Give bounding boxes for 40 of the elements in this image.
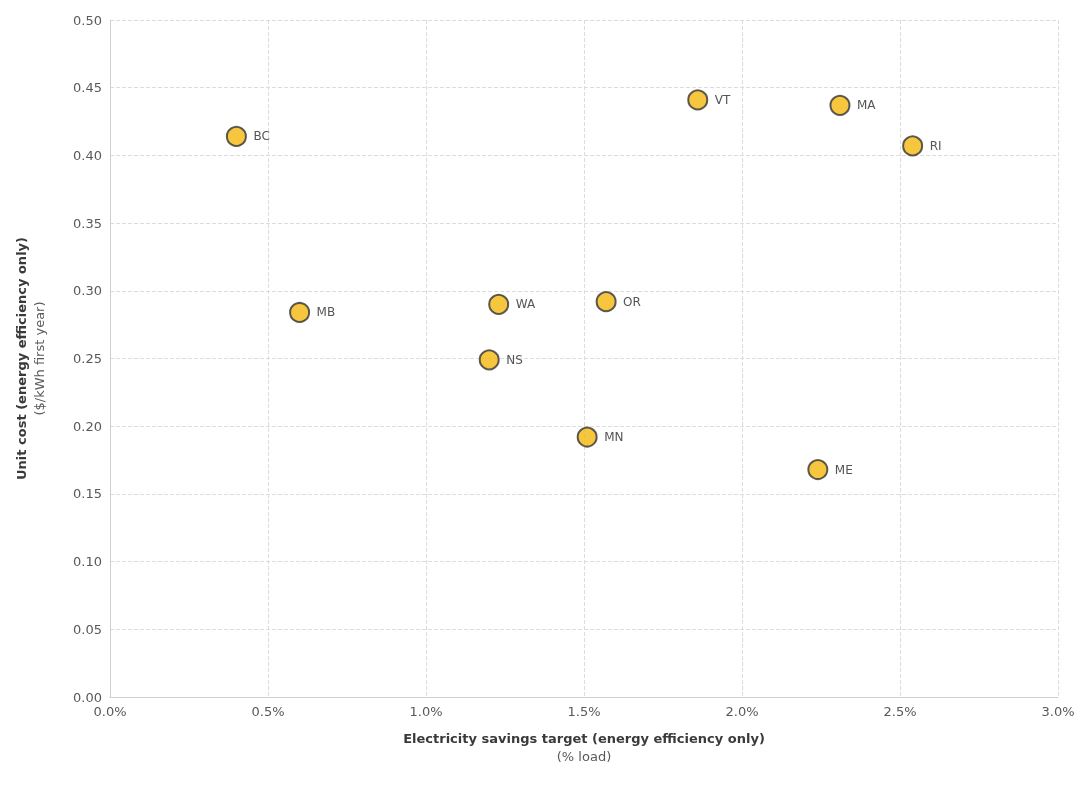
x-tick-label: 2.5% <box>883 704 917 719</box>
x-tick-label: 3.0% <box>1041 704 1075 719</box>
x-tick-label: 0.5% <box>251 704 285 719</box>
annotation: BC <box>253 129 270 144</box>
x-tick-label: 1.5% <box>567 704 601 719</box>
y-axis-title: Unit cost (energy efficiency only) ($/kWh first year) <box>13 237 47 480</box>
annotation: WA <box>515 297 536 312</box>
y-tick-label: 0.00 <box>73 689 102 705</box>
y-tick-label: 0.25 <box>73 351 102 366</box>
point <box>225 125 247 147</box>
point <box>687 89 709 111</box>
x-axis-title: Electricity savings target (energy efficiency only) (% load) <box>403 730 765 764</box>
y-tick-label: 0.50 <box>73 12 102 28</box>
point <box>595 291 617 313</box>
x-tick-label: 1.0% <box>409 704 443 719</box>
annotation: ME <box>834 462 853 477</box>
annotation: MB <box>316 305 336 320</box>
annotation: MN <box>604 430 624 445</box>
x-tick-label: 0.0% <box>93 704 127 719</box>
point <box>289 301 311 323</box>
point <box>478 349 500 371</box>
y-tick-label: 0.05 <box>73 621 102 637</box>
y-tick-label: 0.45 <box>73 80 102 96</box>
annotation: NS <box>506 352 523 367</box>
y-tick-label: 0.30 <box>73 283 102 299</box>
annotation: RI <box>929 138 942 153</box>
annotation: VT <box>714 92 731 107</box>
y-tick-label: 0.15 <box>73 486 102 502</box>
y-tick-label: 0.35 <box>73 215 102 231</box>
point <box>807 459 829 481</box>
y-tick-label: 0.10 <box>73 554 102 570</box>
annotation: OR <box>623 294 641 309</box>
y-tick-label: 0.40 <box>73 147 102 163</box>
y-tick-label: 0.20 <box>73 418 102 434</box>
x-tick-label: 2.0% <box>725 704 759 719</box>
point <box>902 135 924 157</box>
point <box>576 426 598 448</box>
point <box>488 293 510 315</box>
point <box>829 94 851 116</box>
annotation: MA <box>856 98 877 113</box>
